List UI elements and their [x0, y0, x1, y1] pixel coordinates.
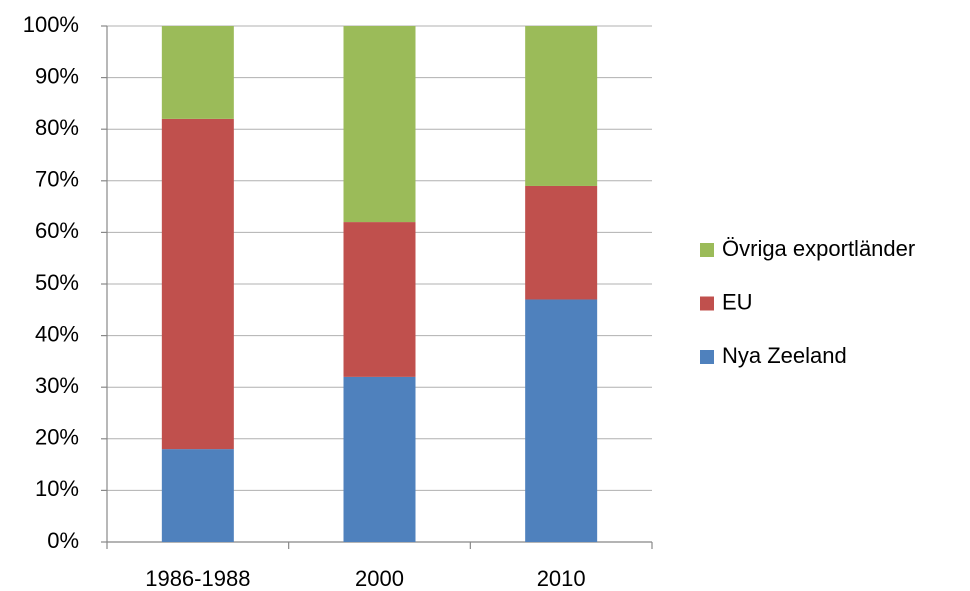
y-tick-label: 50% — [35, 270, 79, 295]
bar-segment — [161, 26, 234, 119]
y-tick-label: 10% — [35, 476, 79, 501]
y-tick-label: 40% — [35, 321, 79, 346]
x-tick-label: 2010 — [537, 566, 586, 591]
bar-segment — [161, 449, 234, 542]
bar-segment — [343, 376, 416, 542]
bar-segment — [343, 222, 416, 377]
y-tick-label: 70% — [35, 167, 79, 192]
y-tick-label: 30% — [35, 373, 79, 398]
y-tick-label: 80% — [35, 115, 79, 140]
legend-swatch — [700, 243, 714, 257]
legend-label: Övriga exportländer — [722, 236, 915, 261]
bar-segment — [525, 26, 598, 186]
y-tick-label: 20% — [35, 425, 79, 450]
y-tick-label: 60% — [35, 218, 79, 243]
x-tick-label: 1986-1988 — [145, 566, 250, 591]
bar-segment — [161, 118, 234, 450]
y-tick-label: 90% — [35, 63, 79, 88]
legend-swatch — [700, 296, 714, 311]
legend-label: EU — [722, 289, 753, 314]
y-tick-label: 100% — [23, 12, 79, 37]
legend-swatch — [700, 350, 714, 364]
legend-label: Nya Zeeland — [722, 343, 847, 368]
bar-segment — [525, 299, 598, 542]
bar-segment — [525, 185, 598, 300]
bar-segment — [343, 26, 416, 223]
y-tick-label: 0% — [47, 528, 79, 553]
x-tick-label: 2000 — [355, 566, 404, 591]
